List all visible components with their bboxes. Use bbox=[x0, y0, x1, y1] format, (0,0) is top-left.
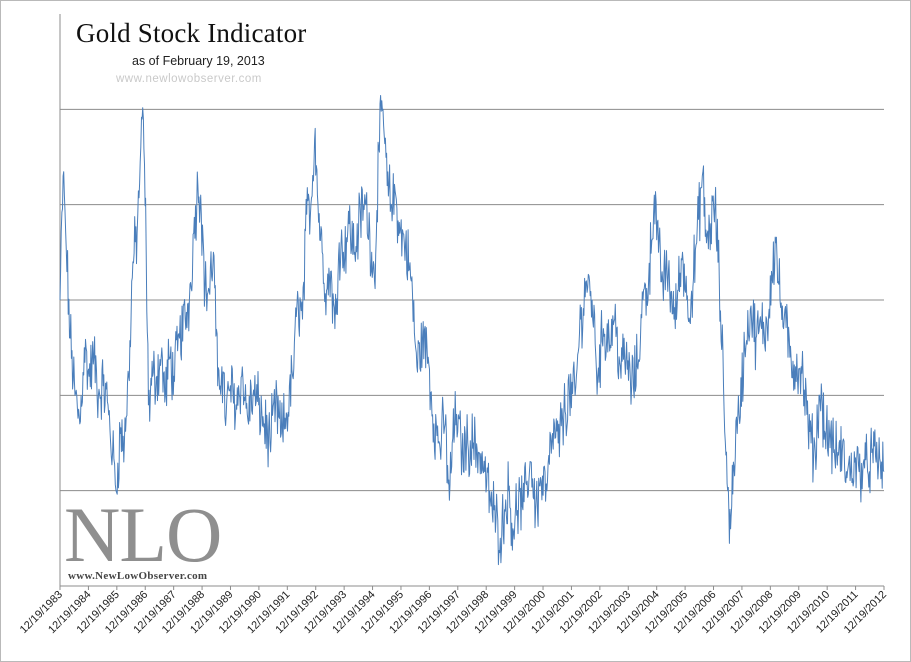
nlo-logo: NLO www.NewLowObserver.com bbox=[64, 491, 222, 583]
x-tick-labels: 12/19/198312/19/198412/19/198512/19/1986… bbox=[18, 586, 889, 636]
series-layer bbox=[59, 95, 885, 566]
chart-subtitle: as of February 19, 2013 bbox=[132, 54, 265, 68]
logo-mark: NLO bbox=[64, 491, 222, 578]
gridlines bbox=[60, 108, 884, 492]
chart-title: Gold Stock Indicator bbox=[76, 18, 307, 48]
chart-watermark: www.newlowobserver.com bbox=[116, 73, 262, 85]
series-line-0 bbox=[59, 95, 885, 566]
title-block: Gold Stock Indicator as of February 19, … bbox=[76, 18, 307, 85]
logo-url: www.NewLowObserver.com bbox=[68, 570, 208, 582]
